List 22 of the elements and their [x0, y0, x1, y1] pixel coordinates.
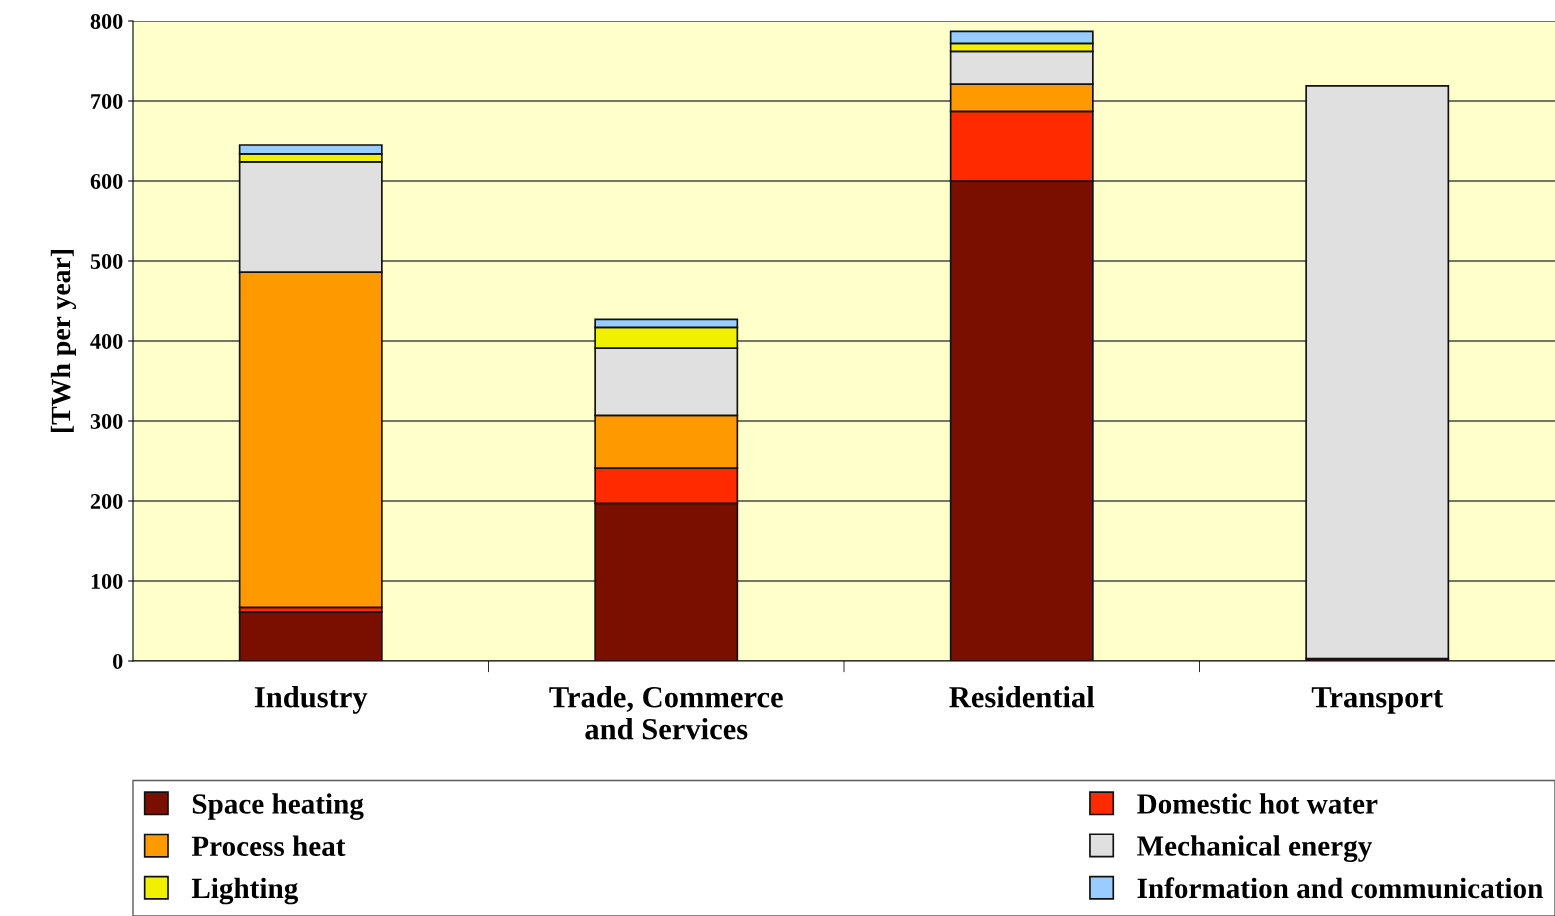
legend-label: Information and communication: [1137, 877, 1543, 899]
y-tick-label: 500: [90, 253, 123, 269]
y-tick-label: 600: [90, 173, 123, 189]
legend-label: Lighting: [191, 877, 299, 905]
bar: [1305, 84, 1450, 660]
legend-label: Space heating: [192, 793, 364, 820]
legend-label: Domestic hot water: [1137, 793, 1378, 814]
x-tick-label: Industry: [254, 686, 368, 714]
y-tick-label: 800: [90, 13, 123, 29]
y-tick-label: 300: [90, 413, 123, 429]
x-tick-label: Transport: [1311, 687, 1444, 714]
y-tick-label: 100: [91, 573, 123, 589]
y-tick-label: 400: [90, 333, 123, 349]
y-axis-title: [TWh per year]: [50, 249, 77, 433]
x-tick-label: Residential: [949, 686, 1095, 708]
legend-label: Mechanical energy: [1137, 835, 1373, 863]
y-tick-label: 200: [90, 493, 123, 509]
x-tick-label: Trade, Commerce and Services: [549, 686, 783, 740]
y-tick-label: 700: [91, 93, 123, 109]
bar: [238, 611, 383, 661]
y-tick-label: 0: [113, 653, 123, 669]
legend-label: Process heat: [191, 835, 346, 857]
